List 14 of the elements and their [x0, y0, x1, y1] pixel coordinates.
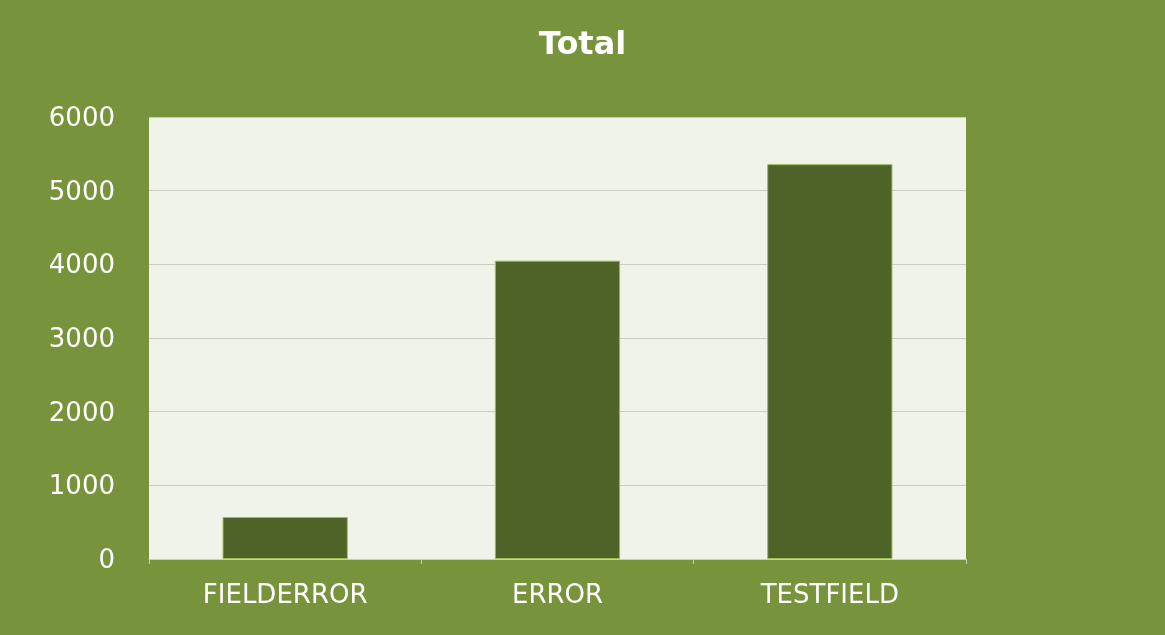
bar [222, 517, 348, 559]
y-tick-label: 6000 [48, 102, 115, 132]
y-tick-label: 3000 [48, 323, 115, 353]
x-tick-label: ERROR [511, 579, 604, 609]
y-tick-label: 0 [98, 544, 115, 574]
y-tick-label: 5000 [48, 175, 115, 206]
bar [767, 164, 893, 559]
bar [494, 260, 621, 559]
y-tick-label: 1000 [48, 470, 115, 501]
x-tick-label: TESTFIELD [759, 579, 899, 609]
chart-title: Total [538, 24, 627, 62]
x-tick-label: FIELDERROR [202, 579, 368, 609]
y-tick-label: 2000 [48, 396, 115, 427]
y-tick-label: 4000 [48, 249, 115, 280]
